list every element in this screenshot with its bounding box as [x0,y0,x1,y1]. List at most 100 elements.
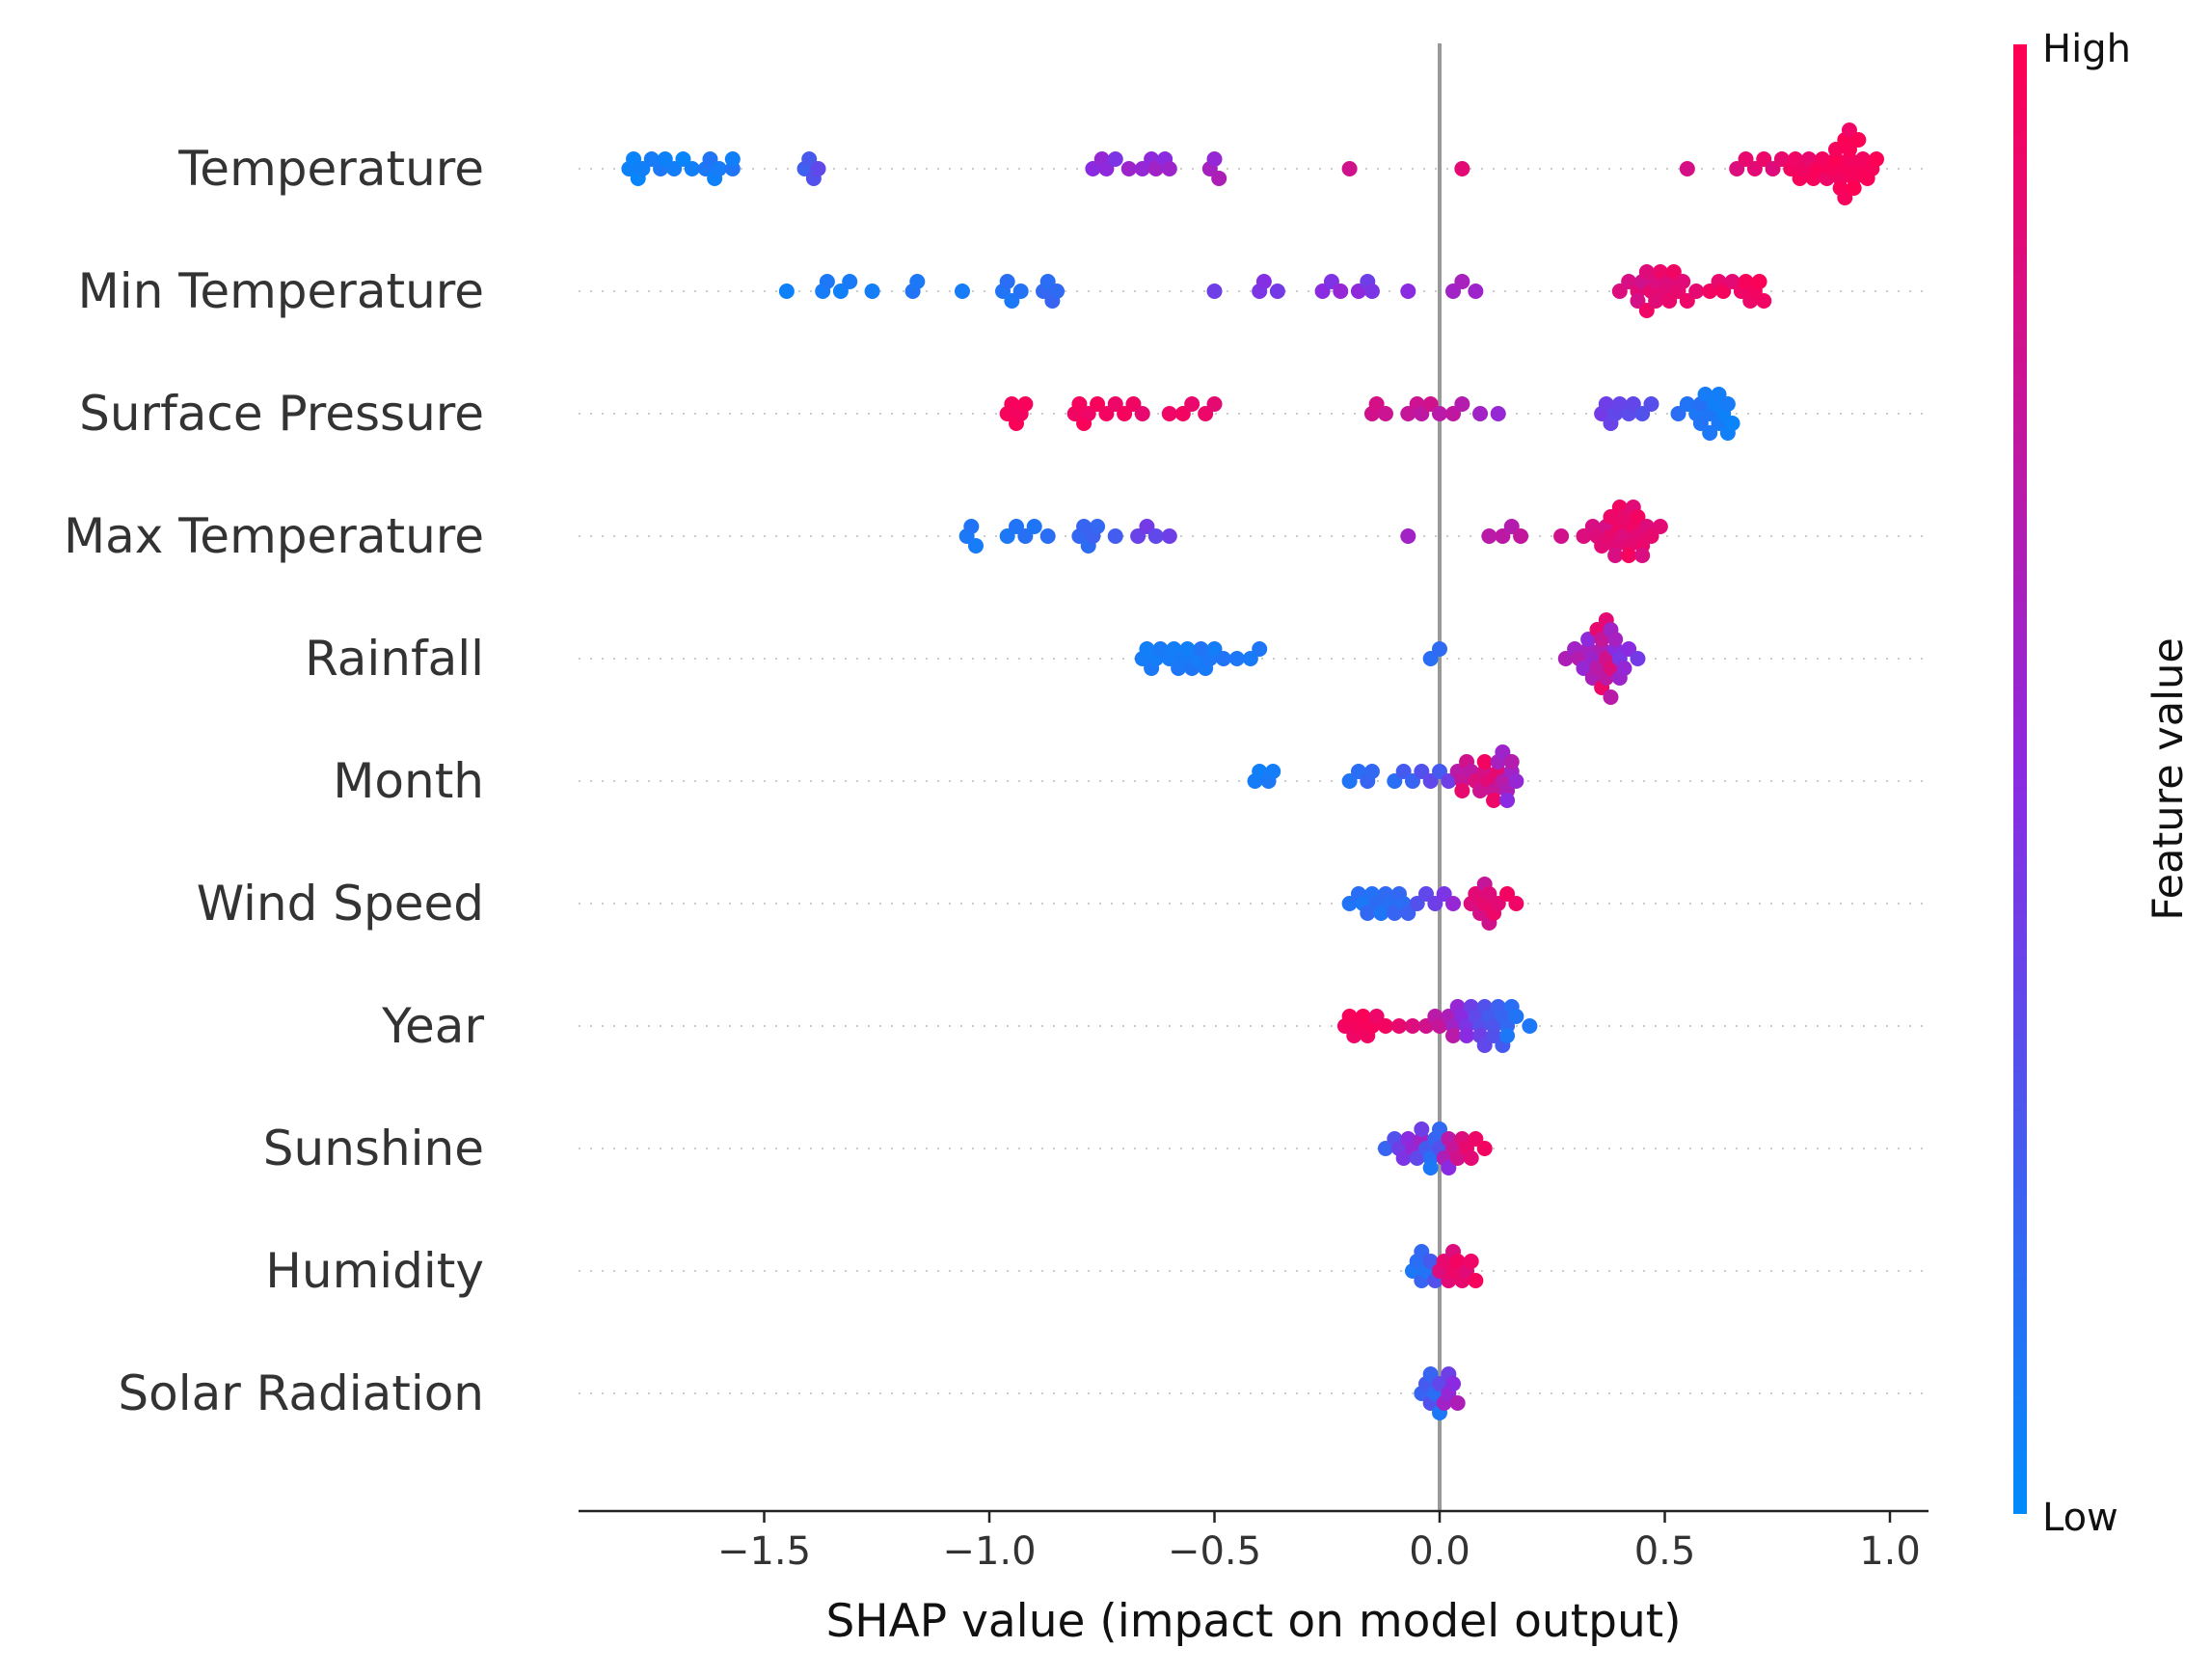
data-point [1621,274,1637,289]
data-point [1445,1028,1462,1043]
data-point [1071,396,1088,412]
data-point [711,161,727,176]
x-tick-label: −0.5 [1168,1529,1261,1574]
data-point [1841,142,1857,157]
data-point [1432,406,1447,421]
data-point [1265,764,1281,779]
data-point [1719,396,1736,412]
data-point [832,284,849,299]
data-point [1445,284,1462,299]
data-point [1341,1009,1358,1024]
data-point [1481,528,1497,544]
data-point [1120,161,1137,176]
data-point [1490,406,1506,421]
data-point [724,151,741,167]
data-point [1746,161,1763,176]
colorbar-title: Feature value [2145,637,2193,921]
data-point [1854,151,1871,167]
data-point [1495,528,1511,544]
data-point [1841,122,1857,138]
data-point [1603,661,1619,676]
feature-label: Min Temperature [78,263,484,319]
data-point [1098,161,1115,176]
data-point [1702,284,1718,299]
data-point [1603,509,1619,525]
data-point [967,538,984,554]
data-point [1193,641,1209,657]
data-point [1215,651,1231,666]
data-point [626,151,642,167]
data-point [657,151,673,167]
data-point [1468,1131,1484,1147]
data-point [1090,396,1106,412]
data-point [963,519,980,534]
data-point [1688,284,1705,299]
data-point [1868,151,1884,167]
data-point [1638,264,1655,280]
data-point [1139,641,1155,657]
data-point [1161,161,1177,176]
data-point [1422,1160,1439,1175]
data-point [1206,151,1223,167]
data-point [1486,1028,1502,1043]
data-point [1490,896,1506,911]
data-point [1454,396,1470,412]
data-point [1350,284,1366,299]
colorbar-low-label: Low [2042,1496,2118,1540]
data-point [1850,132,1867,148]
data-point [1026,519,1042,534]
data-point [1422,773,1439,789]
data-point [1481,886,1497,902]
data-point [1252,641,1268,657]
data-point [1125,396,1142,412]
data-point [999,528,1015,544]
data-point [1738,274,1754,289]
data-point [1432,1018,1447,1034]
data-point [1441,1160,1457,1175]
data-point [1702,425,1718,441]
data-point [1228,651,1245,666]
data-point [778,284,795,299]
data-point [1417,1018,1434,1034]
data-point [1414,764,1430,779]
data-point [1814,151,1830,167]
data-point [1576,528,1592,544]
data-point [1756,151,1772,167]
data-point [1360,905,1376,921]
data-point [1422,1366,1439,1382]
data-point [1432,641,1447,657]
data-point [1314,284,1331,299]
data-point [1387,773,1403,789]
data-point [1422,1254,1439,1269]
x-axis-title: SHAP value (impact on model output) [825,1595,1681,1648]
data-point [1080,406,1096,421]
data-point [1377,1141,1393,1156]
data-point [1454,274,1470,289]
data-point [1679,293,1695,309]
data-point [1147,528,1164,544]
data-point [1751,274,1767,289]
data-point [1837,190,1853,205]
data-point [1422,396,1439,412]
data-point [864,284,880,299]
data-point [1603,689,1619,705]
data-point [1607,632,1624,647]
data-point [1580,632,1597,647]
data-point [1341,161,1358,176]
data-point [1634,548,1651,563]
data-point [1503,754,1520,770]
feature-label: Humidity [265,1243,484,1299]
data-point [1107,151,1123,167]
feature-label: Temperature [177,141,484,197]
data-point [1198,406,1214,421]
feature-label: Wind Speed [197,876,484,932]
data-point [1499,886,1516,902]
data-point [1174,406,1191,421]
data-point [1756,293,1772,309]
data-point [666,161,683,176]
data-point [1724,274,1740,289]
data-point [1004,396,1020,412]
data-point [1147,161,1164,176]
data-point [1449,1254,1466,1269]
data-point [1341,896,1358,911]
